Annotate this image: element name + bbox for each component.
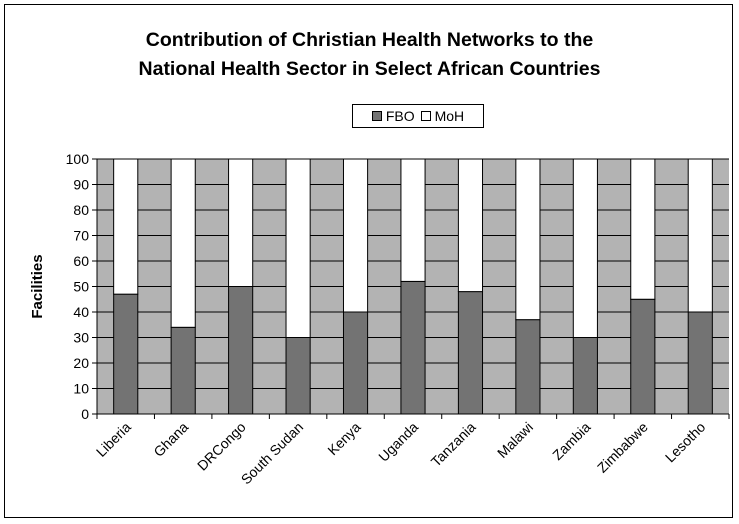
bar-moh-tanzania xyxy=(457,158,484,293)
bar-fbo-liberia xyxy=(113,293,139,415)
x-category-label: Liberia xyxy=(93,419,134,460)
bar-fbo-zimbabwe xyxy=(630,298,656,415)
y-tick-label: 40 xyxy=(73,304,89,320)
y-tick-label: 10 xyxy=(73,381,89,397)
y-tick-label: 60 xyxy=(73,253,89,269)
bar-fbo-zambia xyxy=(572,337,598,415)
legend-label-fbo: FBO xyxy=(385,108,415,124)
y-tick-label: 80 xyxy=(73,202,89,218)
legend-label-moh: MoH xyxy=(434,108,465,124)
x-category-label: Ghana xyxy=(150,419,191,460)
bar-moh-south-sudan xyxy=(285,158,311,338)
y-tick-label: 100 xyxy=(66,151,90,167)
y-axis-title: Facilities xyxy=(29,254,46,318)
legend-swatch-moh xyxy=(420,111,431,121)
bar-moh-liberia xyxy=(113,158,139,295)
x-category-label: DRCongo xyxy=(194,419,249,474)
x-category-label: Lesotho xyxy=(662,419,709,466)
bar-fbo-ghana xyxy=(170,326,196,415)
legend-entry-fbo: FBO xyxy=(371,108,415,124)
legend: FBO MoH xyxy=(352,104,484,128)
bar-fbo-tanzania xyxy=(457,291,484,415)
y-tick-label: 50 xyxy=(73,279,89,295)
y-tick-label: 70 xyxy=(73,228,89,244)
bar-moh-zimbabwe xyxy=(630,158,656,300)
bar-fbo-south-sudan xyxy=(285,337,311,415)
y-tick-label: 0 xyxy=(81,406,89,422)
bar-moh-lesotho xyxy=(687,158,713,313)
x-category-label: South Sudan xyxy=(238,419,307,488)
x-category-label: Malawi xyxy=(494,419,536,461)
bar-fbo-uganda xyxy=(400,280,426,415)
bar-moh-ghana xyxy=(170,158,196,328)
x-category-label: Uganda xyxy=(375,419,421,465)
x-category-label: Kenya xyxy=(324,419,364,459)
x-category-label: Zambia xyxy=(549,419,593,463)
chart-title: Contribution of Christian Health Network… xyxy=(138,29,601,80)
y-tick-label: 20 xyxy=(73,355,89,371)
x-category-label: Zimbabwe xyxy=(594,419,651,476)
bar-fbo-kenya xyxy=(342,311,369,415)
legend-swatch-fbo xyxy=(371,111,382,121)
legend-entry-moh: MoH xyxy=(420,108,465,124)
y-tick-label: 30 xyxy=(73,330,89,346)
x-category-label: Tanzania xyxy=(428,419,479,470)
bar-moh-drcongo xyxy=(228,158,254,287)
bar-fbo-drcongo xyxy=(228,286,254,415)
bar-fbo-lesotho xyxy=(687,311,713,415)
bar-moh-uganda xyxy=(400,158,426,282)
bar-moh-malawi xyxy=(515,158,541,321)
bar-moh-kenya xyxy=(342,158,369,313)
bar-fbo-malawi xyxy=(515,319,541,415)
y-tick-label: 90 xyxy=(73,177,89,193)
bar-moh-zambia xyxy=(572,158,598,338)
